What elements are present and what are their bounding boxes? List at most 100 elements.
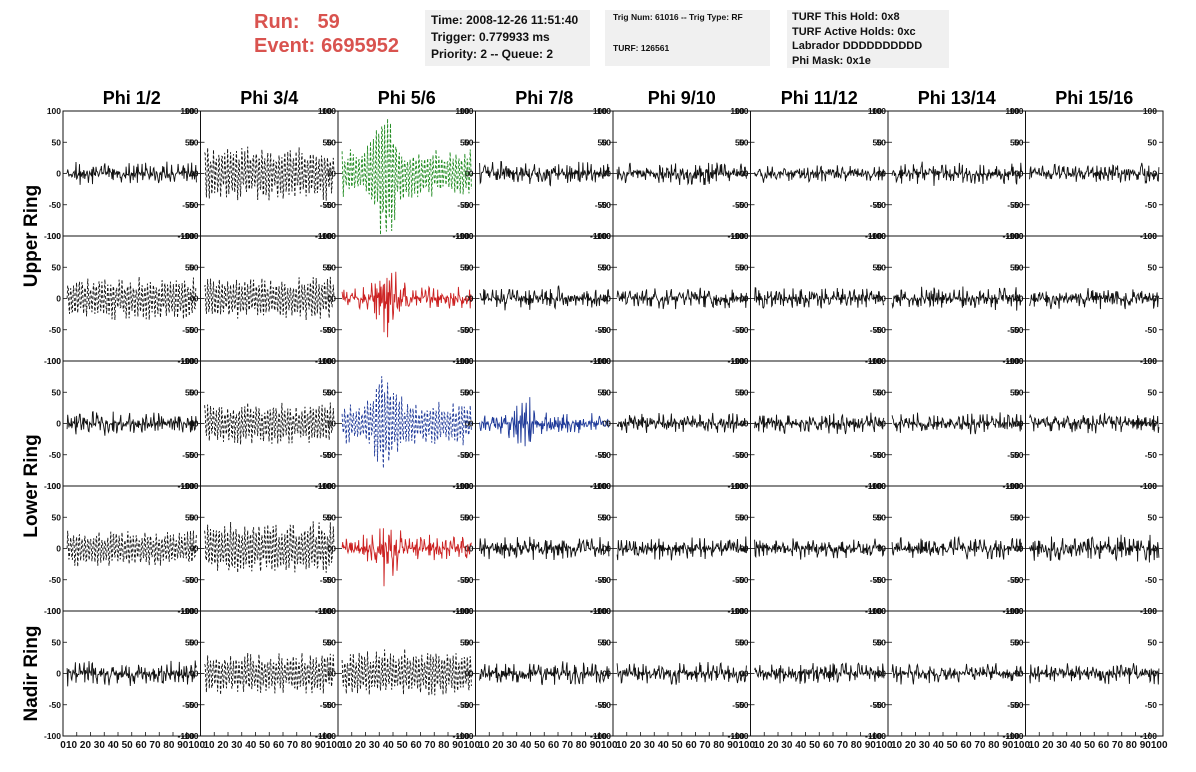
ytick-label-left: 0 xyxy=(331,544,336,554)
ytick-label-left: -50 xyxy=(1011,700,1024,710)
ytick-label-left: 0 xyxy=(606,419,611,429)
ytick-label-right: 0 xyxy=(190,294,195,304)
ring-title-nadir-ring: Nadir Ring xyxy=(21,625,42,721)
ytick-label-left: -50 xyxy=(49,325,62,335)
ytick-label-right: 50 xyxy=(735,262,745,272)
ytick-label-left: 100 xyxy=(597,106,611,116)
ytick-label-right: 50 xyxy=(460,137,470,147)
ytick-label-right: 100 xyxy=(1143,106,1157,116)
ytick-label-left: 50 xyxy=(327,262,337,272)
ytick-label-right: -50 xyxy=(457,200,470,210)
ytick-label-right: -100 xyxy=(1140,731,1157,741)
waveform-trace xyxy=(616,162,747,186)
ring-title-upper-ring: Upper Ring xyxy=(21,185,42,287)
ytick-label-right: -50 xyxy=(457,325,470,335)
ytick-label-left: 50 xyxy=(602,637,612,647)
ytick-label-right: 50 xyxy=(185,637,195,647)
ytick-label-left: 0 xyxy=(1019,544,1024,554)
ytick-label-right: 50 xyxy=(735,637,745,647)
column-title-7: Phi 13/14 xyxy=(918,88,996,108)
ytick-label-right: 50 xyxy=(1148,262,1158,272)
ytick-label-right: -50 xyxy=(1145,575,1158,585)
ytick-label-left: 50 xyxy=(52,637,62,647)
ytick-label-left: 100 xyxy=(322,481,336,491)
ytick-label-left: 50 xyxy=(739,637,749,647)
waveform-trace xyxy=(891,286,1022,311)
ytick-label-right: -50 xyxy=(732,200,745,210)
ytick-label-right: 50 xyxy=(185,512,195,522)
xtick-labels-col-8: 10 20 30 40 50 60 70 80 90100 xyxy=(1029,740,1168,751)
ytick-label-left: -50 xyxy=(874,200,887,210)
ytick-label-right: -50 xyxy=(870,325,883,335)
ytick-label-right: -50 xyxy=(182,450,195,460)
ytick-label-left: -50 xyxy=(49,700,62,710)
ytick-label-left: 50 xyxy=(327,637,337,647)
waveform-trace xyxy=(479,285,610,311)
ytick-label-right: -50 xyxy=(457,700,470,710)
time-line: Time: 2008-12-26 11:51:40 xyxy=(431,13,579,27)
ytick-label-left: -50 xyxy=(49,450,62,460)
ytick-label-left: -50 xyxy=(736,200,749,210)
turf-hold-line: TURF This Hold: 0x8 xyxy=(792,11,900,23)
ytick-label-right: -50 xyxy=(1007,450,1020,460)
ytick-label-left: 0 xyxy=(881,669,886,679)
ytick-label-right: 50 xyxy=(1148,637,1158,647)
ytick-label-right: 0 xyxy=(602,544,607,554)
xtick-labels-col-6: 10 20 30 40 50 60 70 80 90100 xyxy=(754,740,893,751)
ytick-label-left: 50 xyxy=(602,512,612,522)
waveform-trace xyxy=(479,160,610,187)
waveform-trace xyxy=(891,161,1022,186)
ytick-label-left: -50 xyxy=(186,575,199,585)
ytick-label-left: 0 xyxy=(194,294,199,304)
ytick-label-right: 50 xyxy=(735,512,745,522)
ytick-label-left: 100 xyxy=(597,606,611,616)
ytick-label-right: 50 xyxy=(323,637,333,647)
ytick-label-left: 50 xyxy=(877,262,887,272)
waveform-trace xyxy=(754,165,885,184)
ytick-label-right: 100 xyxy=(730,481,744,491)
event-value: 6695952 xyxy=(321,35,399,57)
ytick-label-right: 50 xyxy=(873,262,883,272)
ytick-label-right: 0 xyxy=(465,294,470,304)
ytick-label-left: 50 xyxy=(739,387,749,397)
ytick-label-left: 100 xyxy=(322,606,336,616)
ytick-label-right: 50 xyxy=(323,262,333,272)
ytick-label-right: -50 xyxy=(870,575,883,585)
ytick-label-right: -100 xyxy=(727,731,744,741)
ytick-label-left: 100 xyxy=(322,356,336,366)
ytick-label-right: -50 xyxy=(182,575,195,585)
ytick-label-left: 0 xyxy=(56,544,61,554)
ytick-label-left: 100 xyxy=(1009,356,1023,366)
waveform-trace xyxy=(341,648,472,697)
ytick-label-left: 0 xyxy=(194,419,199,429)
ytick-label-left: 50 xyxy=(1014,387,1024,397)
ytick-label-left: -50 xyxy=(324,575,337,585)
ytick-label-right: 50 xyxy=(598,262,608,272)
ytick-label-right: 100 xyxy=(318,106,332,116)
waveform-trace xyxy=(341,376,472,469)
waveform-trace xyxy=(66,530,197,567)
ytick-label-right: -50 xyxy=(1145,325,1158,335)
ytick-label-left: -50 xyxy=(599,450,612,460)
ytick-label-left: -100 xyxy=(44,606,61,616)
turf-active-line: TURF Active Holds: 0xc xyxy=(792,25,916,38)
ytick-label-left: -50 xyxy=(324,325,337,335)
ytick-label-left: 50 xyxy=(739,137,749,147)
event-label: Event: xyxy=(254,35,316,57)
column-title-5: Phi 9/10 xyxy=(648,88,716,108)
waveform-trace xyxy=(341,528,472,587)
trig-info-box: Trig Num: 61016 -- Trig Type: RF TURF: 1… xyxy=(605,10,770,66)
ytick-label-left: 100 xyxy=(184,606,198,616)
ytick-label-left: -100 xyxy=(44,231,61,241)
ytick-label-left: 0 xyxy=(744,669,749,679)
ytick-label-right: 0 xyxy=(602,669,607,679)
waveform-trace xyxy=(66,660,197,687)
